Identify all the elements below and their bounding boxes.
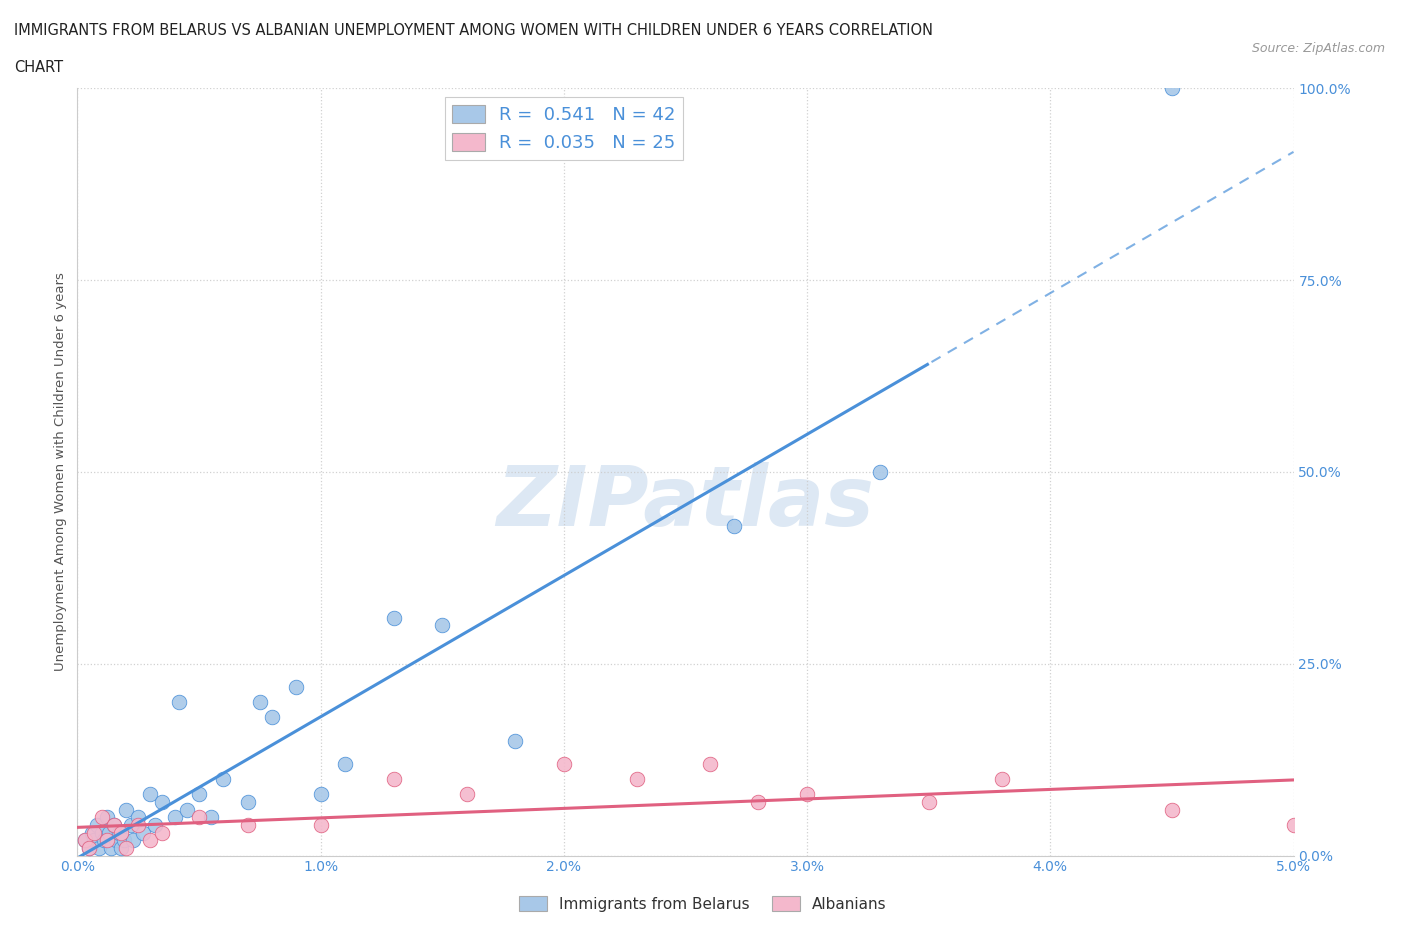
Point	[112, 833, 135, 848]
Point	[90, 825, 112, 840]
Point	[132, 825, 155, 840]
Point	[152, 825, 174, 840]
Point	[260, 711, 283, 725]
Point	[456, 787, 478, 802]
Point	[553, 756, 575, 771]
Point	[236, 817, 259, 832]
Point	[176, 802, 198, 817]
Text: IMMIGRANTS FROM BELARUS VS ALBANIAN UNEMPLOYMENT AMONG WOMEN WITH CHILDREN UNDER: IMMIGRANTS FROM BELARUS VS ALBANIAN UNEM…	[14, 23, 934, 38]
Point	[103, 817, 125, 832]
Point	[169, 695, 191, 710]
Point	[152, 794, 174, 809]
Point	[127, 810, 149, 825]
Point	[127, 817, 149, 832]
Point	[73, 833, 96, 848]
Text: Source: ZipAtlas.com: Source: ZipAtlas.com	[1251, 42, 1385, 55]
Point	[432, 618, 454, 633]
Point	[110, 841, 132, 856]
Point	[188, 787, 211, 802]
Point	[86, 817, 108, 832]
Point	[83, 833, 105, 848]
Point	[103, 817, 125, 832]
Legend: Immigrants from Belarus, Albanians: Immigrants from Belarus, Albanians	[513, 889, 893, 918]
Point	[309, 817, 332, 832]
Point	[115, 841, 138, 856]
Point	[89, 841, 111, 856]
Point	[285, 679, 308, 694]
Point	[796, 787, 818, 802]
Point	[97, 825, 120, 840]
Point	[1161, 802, 1184, 817]
Point	[249, 695, 271, 710]
Point	[236, 794, 259, 809]
Y-axis label: Unemployment Among Women with Children Under 6 years: Unemployment Among Women with Children U…	[53, 272, 67, 671]
Point	[120, 817, 142, 832]
Point	[139, 833, 162, 848]
Point	[105, 833, 128, 848]
Point	[79, 841, 101, 856]
Point	[110, 825, 132, 840]
Point	[122, 833, 145, 848]
Point	[212, 772, 235, 787]
Point	[309, 787, 332, 802]
Point	[96, 833, 118, 848]
Point	[139, 787, 162, 802]
Point	[990, 772, 1012, 787]
Point	[83, 825, 105, 840]
Point	[918, 794, 941, 809]
Point	[1282, 817, 1305, 832]
Point	[96, 810, 118, 825]
Point	[143, 817, 166, 832]
Point	[79, 841, 101, 856]
Point	[100, 841, 122, 856]
Point	[333, 756, 356, 771]
Point	[626, 772, 648, 787]
Point	[747, 794, 769, 809]
Point	[723, 518, 745, 533]
Point	[115, 802, 138, 817]
Point	[382, 610, 405, 625]
Text: CHART: CHART	[14, 60, 63, 75]
Point	[73, 833, 96, 848]
Point	[382, 772, 405, 787]
Point	[163, 810, 186, 825]
Text: ZIPatlas: ZIPatlas	[496, 462, 875, 543]
Point	[869, 465, 891, 480]
Point	[1161, 81, 1184, 96]
Point	[699, 756, 721, 771]
Point	[200, 810, 222, 825]
Point	[90, 810, 112, 825]
Point	[80, 825, 103, 840]
Point	[107, 825, 129, 840]
Point	[503, 733, 526, 748]
Point	[188, 810, 211, 825]
Legend: R =  0.541   N = 42, R =  0.035   N = 25: R = 0.541 N = 42, R = 0.035 N = 25	[444, 98, 683, 160]
Point	[93, 833, 115, 848]
